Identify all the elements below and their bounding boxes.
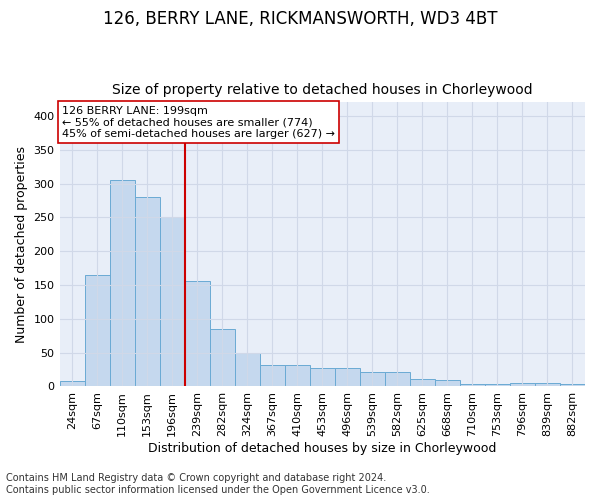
Bar [260, 366, 285, 386]
Bar [535, 383, 560, 386]
Bar [110, 180, 134, 386]
Bar [185, 281, 209, 386]
Bar [485, 384, 510, 386]
Y-axis label: Number of detached properties: Number of detached properties [15, 146, 28, 343]
Bar [160, 216, 185, 386]
Bar [235, 352, 260, 386]
Text: 126 BERRY LANE: 199sqm
← 55% of detached houses are smaller (774)
45% of semi-de: 126 BERRY LANE: 199sqm ← 55% of detached… [62, 106, 335, 139]
Bar [560, 384, 585, 386]
Bar [435, 380, 460, 386]
Bar [410, 379, 435, 386]
Bar [59, 381, 85, 386]
Bar [510, 383, 535, 386]
Bar [134, 197, 160, 386]
X-axis label: Distribution of detached houses by size in Chorleywood: Distribution of detached houses by size … [148, 442, 496, 455]
Bar [335, 368, 360, 386]
Bar [85, 275, 110, 386]
Text: 126, BERRY LANE, RICKMANSWORTH, WD3 4BT: 126, BERRY LANE, RICKMANSWORTH, WD3 4BT [103, 10, 497, 28]
Bar [385, 372, 410, 386]
Bar [360, 372, 385, 386]
Text: Contains HM Land Registry data © Crown copyright and database right 2024.
Contai: Contains HM Land Registry data © Crown c… [6, 474, 430, 495]
Title: Size of property relative to detached houses in Chorleywood: Size of property relative to detached ho… [112, 83, 533, 97]
Bar [285, 365, 310, 386]
Bar [460, 384, 485, 386]
Bar [310, 368, 335, 386]
Bar [209, 329, 235, 386]
